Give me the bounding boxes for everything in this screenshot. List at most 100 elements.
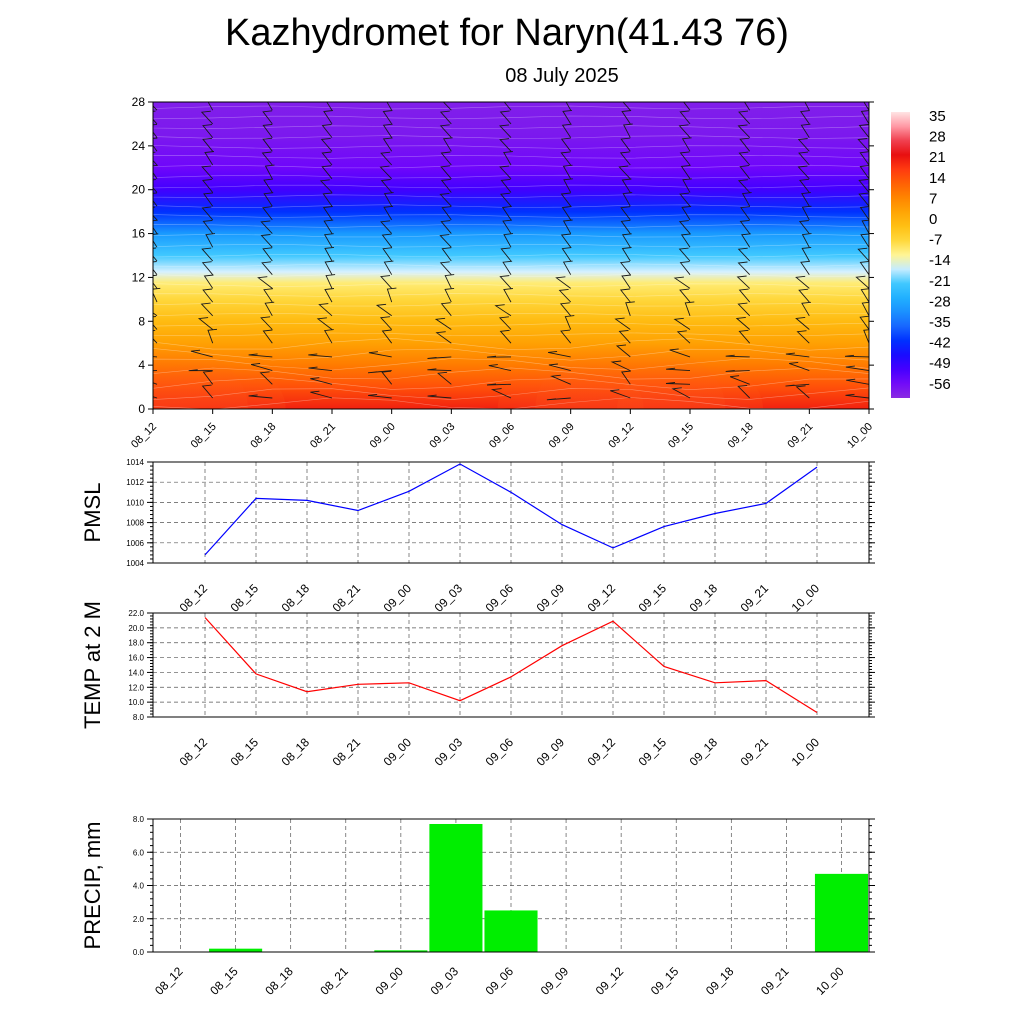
- y-axis-title: PRECIP, mm: [80, 822, 105, 950]
- series-line: [204, 617, 818, 714]
- wind-barb: [201, 261, 214, 275]
- colorbar-tick-label: -56: [929, 376, 951, 393]
- wind-barb: [558, 288, 572, 303]
- precip-bar: [429, 823, 483, 952]
- wind-barb: [323, 110, 333, 125]
- x-tick-label: 10_00: [813, 964, 847, 998]
- contour-line: [153, 243, 869, 248]
- colorbar-tick-label: -49: [929, 355, 951, 372]
- wind-barb: [379, 316, 393, 330]
- wind-barb: [684, 301, 695, 316]
- wind-barb: [562, 260, 573, 275]
- wind-barb: [681, 205, 692, 221]
- grid: [153, 462, 869, 563]
- wind-barb: [801, 301, 811, 317]
- contour-line: [153, 214, 869, 218]
- x-tick-label: 08_18: [262, 964, 296, 998]
- wind-barb: [678, 124, 691, 138]
- contour-line: [153, 224, 869, 228]
- pmsl-panel: 1004 1006 1008 1010 1012 1014 08_12 08_15 08_18 0…: [80, 458, 875, 615]
- wind-barb: [564, 315, 575, 330]
- contour-line: [153, 125, 869, 130]
- wind-barb: [859, 206, 869, 221]
- wind-barb: [440, 178, 452, 193]
- wind-barb: [855, 275, 869, 289]
- wind-barb: [799, 178, 810, 193]
- contour-lines: [153, 105, 869, 409]
- wind-barb: [427, 368, 452, 372]
- wind-barb: [800, 123, 811, 138]
- precip-bar: [209, 948, 263, 952]
- wind-barb: [308, 366, 333, 372]
- temperature-field: [153, 102, 869, 409]
- wind-barb: [202, 370, 214, 385]
- colorbar-tick-label: -7: [929, 232, 942, 249]
- y-tick-label: 20.0: [128, 624, 144, 633]
- chart-subtitle: 08 July 2025: [505, 65, 619, 87]
- wind-barb: [257, 276, 273, 289]
- wind-barb: [671, 387, 691, 399]
- wind-barb: [383, 260, 394, 275]
- y-tick-label: 20: [132, 183, 146, 197]
- wind-barb: [560, 233, 572, 248]
- precip-bar: [374, 950, 428, 952]
- wind-barb: [503, 102, 512, 111]
- wind-barb: [486, 355, 512, 358]
- wind-barb: [562, 109, 573, 125]
- wind-barb: [248, 353, 273, 358]
- wind-barb: [262, 110, 273, 125]
- y-tick-label: 16.0: [128, 654, 144, 663]
- wind-barb: [261, 261, 273, 275]
- wind-barb: [846, 378, 869, 385]
- wind-barb: [860, 233, 869, 248]
- x-tick-label: 10_00: [845, 421, 875, 451]
- wind-barb: [620, 206, 631, 221]
- wind-barb: [560, 151, 572, 166]
- wind-barb: [153, 192, 158, 207]
- wind-barb: [439, 234, 452, 248]
- wind-barb: [785, 352, 810, 358]
- wind-barb: [548, 350, 571, 358]
- wind-barb: [486, 383, 512, 386]
- wind-barb: [259, 371, 273, 385]
- wind-barb: [550, 374, 571, 385]
- wind-barb: [499, 110, 512, 125]
- wind-barb: [622, 123, 633, 138]
- wind-barb: [610, 389, 631, 399]
- wind-barb: [618, 329, 631, 344]
- wind-barb: [488, 364, 512, 372]
- wind-barb: [741, 233, 751, 248]
- contour-line: [153, 194, 869, 199]
- wind-barb: [666, 367, 691, 372]
- wind-barb: [739, 165, 751, 180]
- wind-barb: [499, 138, 512, 152]
- colorbar-tick-label: 0: [929, 211, 937, 228]
- wind-barb: [735, 316, 750, 330]
- wind-barb: [563, 178, 573, 193]
- contour-line: [153, 184, 869, 189]
- wind-barb: [665, 382, 691, 385]
- colorbar-tick-label: -35: [929, 314, 951, 331]
- contour-line: [153, 322, 869, 327]
- wind-barb: [736, 275, 751, 289]
- wind-barb: [320, 137, 333, 152]
- x-tick-label: 09_15: [636, 581, 670, 615]
- wind-barb: [858, 192, 869, 207]
- wind-barb: [321, 151, 333, 166]
- x-tick-label: 09_12: [593, 964, 627, 998]
- wind-barb: [738, 288, 751, 303]
- wind-barb: [676, 330, 691, 344]
- wind-barb: [620, 219, 631, 234]
- wind-barb: [494, 304, 512, 317]
- wind-barb: [368, 393, 392, 399]
- x-tick-label: 09_21: [738, 581, 772, 615]
- contour-line: [153, 115, 869, 120]
- wind-barb: [200, 110, 214, 125]
- temperature-cross-section: 0 4 8 12 16 20 24 28 08_12 08_15 08_18 08_21 09_00 09…: [129, 95, 875, 451]
- y-tick-label: 4: [138, 358, 145, 372]
- wind-barb: [439, 261, 452, 275]
- wind-barb: [619, 261, 631, 275]
- wind-barb: [382, 247, 393, 262]
- wind-barb: [499, 275, 512, 289]
- wind-barb: [440, 151, 452, 166]
